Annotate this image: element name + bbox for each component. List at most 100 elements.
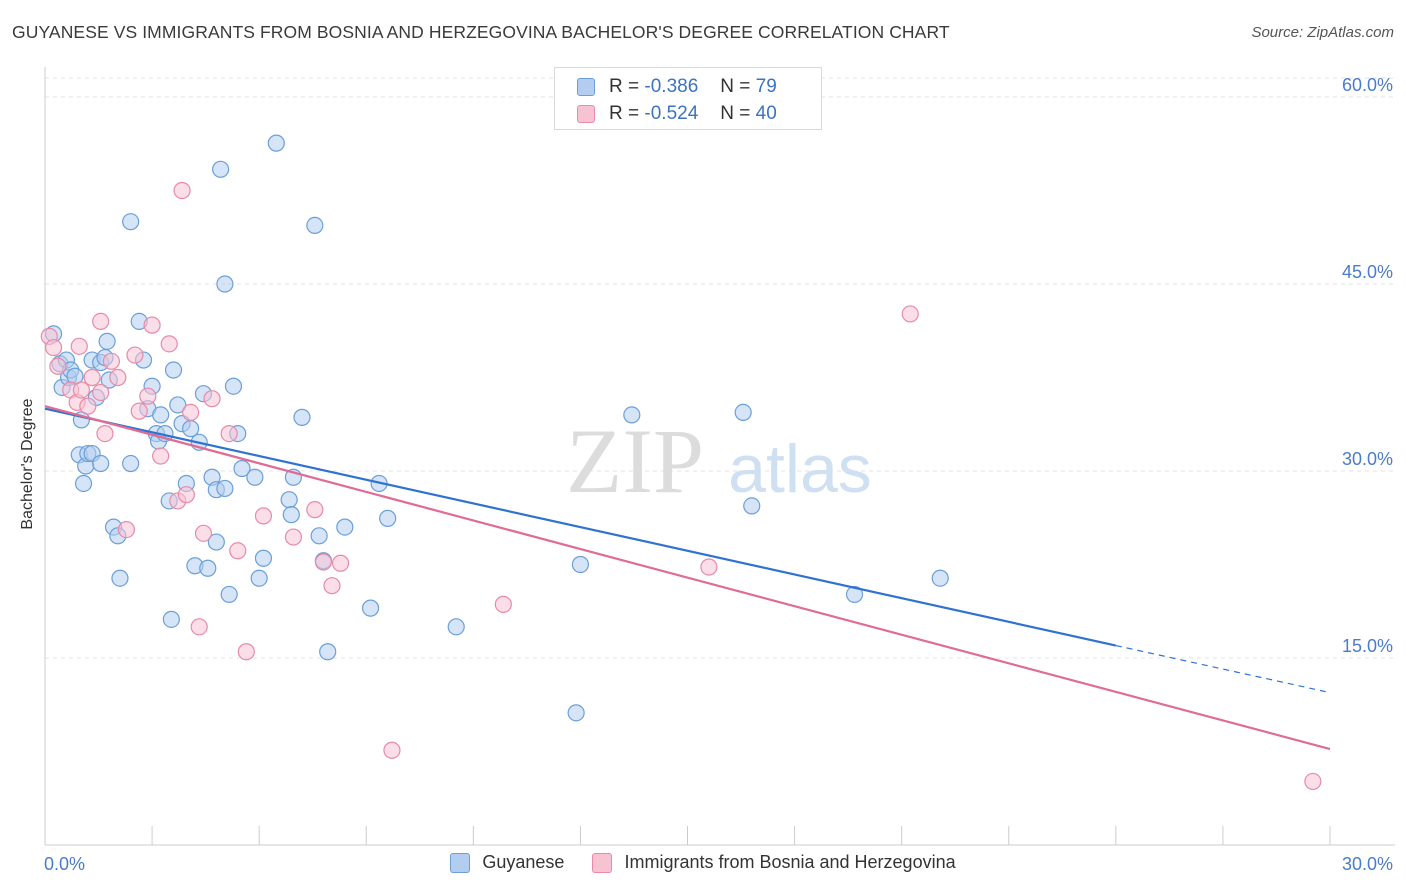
guyanese-point: [220, 585, 238, 604]
guyanese-point: [250, 569, 268, 587]
trend-lines: [44, 405, 1331, 751]
guyanese-point: [92, 454, 110, 473]
guyanese-point: [216, 275, 234, 293]
bosnia-point: [194, 524, 213, 542]
guyanese-point: [306, 216, 324, 235]
guyanese-point: [734, 403, 752, 422]
bosnia-point: [237, 643, 255, 661]
bosnia-point: [70, 337, 88, 355]
r-label: R =: [609, 76, 640, 97]
legend-item-bosnia[interactable]: Immigrants from Bosnia and Herzegovina: [592, 852, 956, 873]
bosnia-point: [117, 520, 135, 539]
bosnia-trend-line: [44, 405, 1331, 751]
n-label: N =: [720, 76, 751, 97]
guyanese-point: [98, 332, 116, 350]
bosnia-point: [152, 447, 170, 465]
bosnia-legend-swatch: [592, 852, 613, 873]
guyanese-point: [254, 549, 273, 567]
chart-title: GUYANESE VS IMMIGRANTS FROM BOSNIA AND H…: [12, 22, 950, 42]
bosnia-point: [229, 542, 247, 560]
bosnia-swatch: [577, 105, 595, 123]
bosnia-point: [383, 741, 401, 759]
bosnia-point: [177, 486, 195, 504]
bosnia-point: [79, 397, 97, 415]
guyanese-point: [122, 213, 140, 231]
bosnia-point: [901, 305, 919, 323]
bosnia-point: [182, 403, 200, 422]
guyanese-point: [122, 454, 140, 473]
guyanese-point: [743, 497, 761, 515]
y-tick-label: 45.0%: [1342, 262, 1393, 282]
bosnia-point: [102, 352, 120, 370]
watermark-atlas: atlas: [728, 431, 872, 507]
guyanese-trend-extension: [1115, 644, 1326, 693]
bosnia-point: [203, 390, 221, 408]
guyanese-point: [931, 569, 949, 587]
watermark-zip: ZIP: [566, 410, 704, 512]
bosnia-point: [92, 383, 110, 402]
guyanese-point: [293, 408, 311, 426]
bosnia-point: [126, 346, 144, 364]
guyanese-point: [567, 704, 585, 722]
n-value: 40: [755, 103, 777, 124]
y-tick-label: 60.0%: [1342, 75, 1393, 95]
source-label: Source: ZipAtlas.com: [1251, 24, 1394, 41]
guyanese-point: [207, 533, 225, 551]
bosnia-point: [700, 558, 718, 576]
stats-row-bosnia: R = -0.524 N = 40: [577, 101, 777, 127]
guyanese-point: [224, 377, 243, 395]
guyanese-point: [282, 506, 300, 524]
watermark: ZIP atlas: [566, 410, 872, 512]
guyanese-point: [216, 479, 234, 498]
bosnia-point: [220, 425, 238, 443]
bosnia-point: [160, 335, 178, 353]
legend-label-guyanese: Guyanese: [482, 852, 565, 872]
x-tick-label: 30.0%: [1342, 854, 1393, 874]
bosnia-point: [83, 368, 101, 387]
bosnia-point: [139, 387, 157, 405]
guyanese-point: [571, 555, 590, 574]
guyanese-swatch: [577, 78, 595, 96]
bosnia-point: [49, 357, 67, 375]
bosnia-point: [331, 554, 350, 572]
bosnia-point: [173, 181, 191, 200]
guyanese-point: [169, 396, 187, 414]
legend-item-guyanese[interactable]: Guyanese: [450, 852, 564, 873]
guyanese-point: [233, 459, 251, 478]
n-label: N =: [720, 103, 751, 124]
guyanese-point: [182, 420, 200, 438]
r-label: R =: [609, 103, 640, 124]
bosnia-point: [109, 368, 127, 387]
guyanese-point: [845, 585, 864, 604]
bosnia-point: [284, 528, 303, 546]
n-value: 79: [755, 76, 777, 97]
guyanese-point: [74, 474, 93, 493]
bosnia-point: [323, 577, 341, 595]
guyanese-point: [310, 527, 328, 545]
stats-row-guyanese: R = -0.386 N = 79: [577, 74, 777, 100]
stats-legend: R = -0.386 N = 79 R = -0.524 N = 40: [554, 67, 822, 130]
guyanese-point: [379, 509, 397, 527]
guyanese-point: [246, 468, 264, 486]
y-tick-label: 15.0%: [1342, 636, 1393, 656]
bosnia-point: [1304, 772, 1322, 791]
y-tick-label: 30.0%: [1342, 449, 1393, 469]
bosnia-point: [72, 381, 91, 399]
x-tick-label: 0.0%: [44, 854, 85, 874]
bosnia-point: [494, 595, 512, 613]
guyanese-point: [212, 160, 230, 178]
guyanese-point: [164, 361, 183, 379]
guyanese-trend-line: [44, 407, 1117, 647]
bosnia-point: [254, 507, 273, 525]
guyanese-point: [199, 559, 217, 577]
bosnia-point: [92, 312, 110, 330]
guyanese-point: [111, 569, 129, 587]
guyanese-points: [44, 134, 949, 722]
legend-label-bosnia: Immigrants from Bosnia and Herzegovina: [624, 852, 956, 872]
bosnia-point: [306, 501, 324, 519]
guyanese-point: [280, 491, 298, 509]
bosnia-point: [190, 618, 208, 636]
bosnia-points: [40, 181, 1322, 791]
guyanese-legend-swatch: [450, 852, 471, 873]
